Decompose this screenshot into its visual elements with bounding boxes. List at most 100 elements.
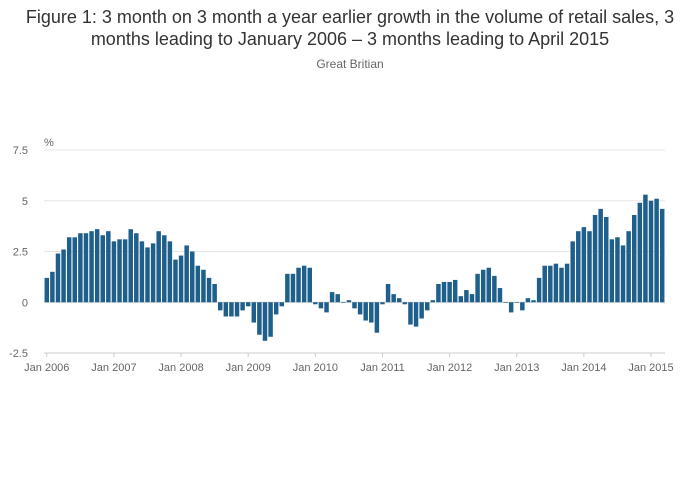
bar: [447, 281, 452, 303]
bar: [520, 302, 525, 311]
bar: [536, 277, 542, 303]
bar: [122, 239, 128, 303]
bar: [397, 298, 402, 303]
bar: [184, 245, 189, 303]
bar: [61, 249, 66, 303]
bar: [89, 231, 94, 303]
x-tick-label: Jan 2013: [494, 362, 539, 374]
bar: [201, 269, 206, 303]
bar: [318, 302, 324, 309]
bar: [514, 302, 519, 303]
bar: [592, 214, 598, 303]
bar: [385, 283, 391, 303]
bar: [452, 279, 458, 303]
bar: [162, 235, 167, 303]
bar: [324, 302, 329, 313]
y-tick-label: 2.5: [13, 247, 28, 259]
bar: [335, 294, 340, 303]
bar: [531, 300, 536, 303]
bar: [100, 235, 105, 303]
bar: [128, 229, 133, 303]
bar: [167, 241, 173, 303]
bar: [206, 277, 212, 303]
bar: [436, 283, 441, 303]
bar: [173, 259, 178, 303]
bar: [357, 302, 363, 315]
bar: [430, 300, 436, 303]
bar: [391, 294, 396, 303]
y-tick-label: -2.5: [9, 348, 28, 360]
bar: [352, 302, 357, 309]
bar: [66, 237, 72, 303]
bar: [251, 302, 257, 323]
bar: [106, 231, 111, 303]
bar: [229, 302, 234, 317]
bar: [156, 231, 161, 303]
y-tick-label: 5: [22, 196, 28, 208]
bar: [643, 194, 648, 303]
bar: [145, 247, 150, 303]
bar: [458, 296, 464, 303]
bar: [469, 294, 475, 303]
chart-subtitle: Great Britian: [316, 57, 384, 71]
bar: [615, 237, 620, 303]
bar: [598, 208, 603, 303]
bar: [341, 302, 346, 303]
bar: [525, 298, 531, 303]
x-tick-label: Jan 2009: [226, 362, 271, 374]
bar: [50, 271, 55, 303]
bar: [273, 302, 279, 315]
bar: [492, 275, 497, 303]
bar: [290, 273, 296, 303]
bar: [296, 267, 301, 303]
bar: [369, 302, 374, 323]
bar: [654, 198, 659, 303]
bar: [301, 265, 307, 303]
bar: [553, 263, 559, 303]
bar: [548, 265, 553, 303]
bar: [83, 233, 89, 303]
bar: [94, 229, 100, 303]
bar: [576, 231, 581, 303]
x-tick-label: Jan 2006: [24, 362, 69, 374]
x-tick-label: Jan 2015: [628, 362, 673, 374]
bar: [637, 202, 643, 303]
bar: [604, 216, 609, 303]
x-tick-label: Jan 2011: [360, 362, 404, 374]
bar: [508, 302, 514, 313]
bar: [190, 251, 195, 303]
bar: [380, 302, 385, 305]
bar: [111, 241, 117, 303]
bar: [178, 255, 184, 303]
bar: [44, 277, 50, 303]
bar: [245, 302, 251, 307]
bar: [134, 233, 139, 303]
chart-title: Figure 1: 3 month on 3 month a year earl…: [25, 7, 675, 49]
bar: [117, 239, 122, 303]
x-tick-label: Jan 2007: [91, 362, 136, 374]
bar: [631, 214, 637, 303]
bars: [44, 194, 665, 341]
bar: [139, 241, 145, 303]
bar: [195, 265, 201, 303]
bar: [587, 231, 592, 303]
bar: [480, 269, 486, 303]
bar: [346, 300, 352, 303]
bar: [419, 302, 424, 319]
bar: [441, 281, 447, 303]
bar: [55, 253, 61, 303]
bar: [374, 302, 380, 333]
bar: [626, 231, 631, 303]
bar: [475, 273, 480, 303]
x-tick-label: Jan 2014: [561, 362, 606, 374]
bar: [212, 283, 217, 303]
bar: [648, 200, 654, 303]
bar: [559, 267, 564, 303]
bar: [268, 302, 273, 337]
x-axis: Jan 2006 Jan 2007 Jan 2008 Jan 2009 Jan 2010…: [24, 352, 674, 374]
bar: [609, 239, 615, 303]
bar: [581, 227, 587, 303]
bar: [497, 288, 503, 303]
bar: [413, 302, 419, 327]
